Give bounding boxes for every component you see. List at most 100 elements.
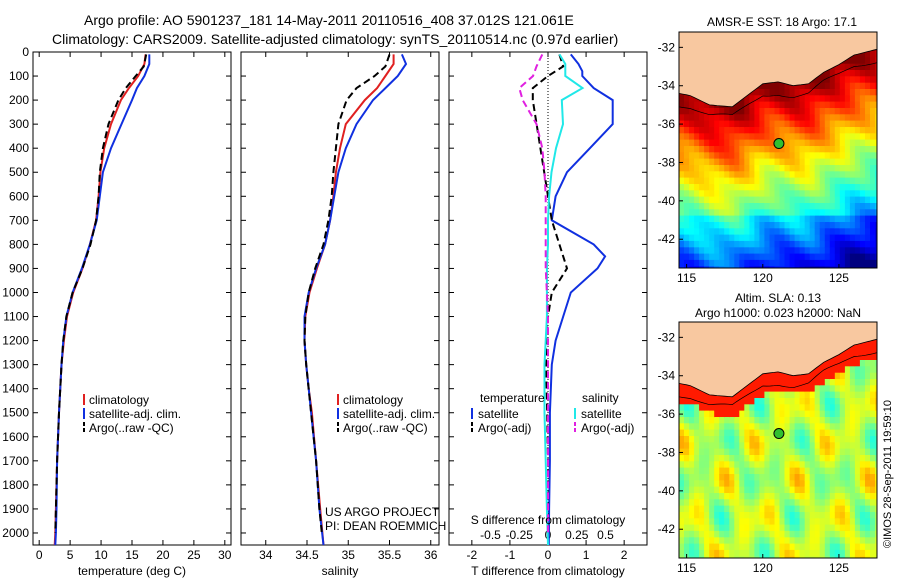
heatmap-cell	[774, 448, 781, 456]
heatmap-cell	[779, 228, 786, 236]
heatmap-cell	[819, 177, 826, 185]
heatmap-cell	[799, 222, 806, 229]
heatmap-cell	[714, 524, 720, 532]
heatmap-cell	[854, 347, 861, 355]
heatmap-cell	[824, 234, 831, 242]
heatmap-cell	[739, 499, 745, 507]
heatmap-cell	[814, 429, 821, 437]
heatmap-cell	[744, 146, 750, 153]
heatmap-cell	[769, 215, 776, 223]
heatmap-cell	[799, 486, 806, 494]
heatmap-cell	[709, 177, 715, 185]
heatmap-cell	[764, 429, 770, 437]
heatmap-cell	[824, 530, 831, 538]
heatmap-cell	[729, 486, 735, 494]
heatmap-cell	[824, 259, 831, 267]
heatmap-cell	[789, 524, 796, 532]
heatmap-cell	[689, 429, 695, 437]
heatmap-cell	[754, 266, 760, 268]
heatmap-cell	[704, 480, 710, 488]
heatmap-cell	[719, 253, 725, 261]
heatmap-cell	[779, 556, 786, 558]
heatmap-cell	[865, 410, 871, 418]
heatmap-cell	[824, 379, 831, 386]
heatmap-cell	[865, 108, 871, 115]
heatmap-cell	[724, 505, 730, 513]
heatmap-cell	[699, 410, 705, 418]
heatmap-cell	[865, 240, 871, 248]
heatmap-cell	[859, 556, 866, 558]
heatmap-cell	[865, 133, 871, 141]
heatmap-cell	[739, 203, 745, 210]
heatmap-cell	[684, 152, 690, 160]
heatmap-cell	[794, 108, 801, 115]
heatmap-cell	[794, 89, 801, 96]
heatmap-cell	[744, 114, 750, 122]
heatmap-cell	[784, 165, 791, 172]
heatmap-cell	[824, 240, 831, 248]
heatmap-cell	[759, 524, 765, 532]
heatmap-cell	[794, 461, 801, 469]
heatmap-cell	[870, 127, 876, 134]
heatmap-cell	[784, 385, 791, 393]
heatmap-cell	[734, 120, 740, 128]
heatmap-cell	[809, 114, 816, 122]
heatmap-cell	[769, 152, 776, 160]
heatmap-cell	[799, 398, 806, 405]
heatmap-cell	[819, 530, 826, 538]
heatmap-cell	[859, 537, 866, 545]
heatmap-cell	[839, 247, 846, 255]
heatmap-cell	[689, 505, 695, 513]
heatmap-cell	[684, 518, 690, 526]
heatmap-cell	[834, 76, 841, 84]
heatmap-cell	[809, 120, 816, 128]
heatmap-cell	[849, 177, 856, 185]
heatmap-cell	[829, 114, 836, 122]
heatmap-cell	[854, 253, 861, 261]
heatmap-cell	[739, 165, 745, 172]
heatmap-cell	[809, 436, 816, 443]
heatmap-cell	[719, 190, 725, 198]
heatmap-cell	[794, 171, 801, 179]
heatmap-cell	[734, 518, 740, 526]
heatmap-cell	[834, 505, 841, 513]
heatmap-cell	[789, 190, 796, 198]
heatmap-cell	[859, 171, 866, 179]
heatmap-cell	[714, 404, 720, 412]
heatmap-cell	[709, 480, 715, 488]
heatmap-cell	[704, 537, 710, 545]
heatmap-cell	[729, 543, 735, 551]
heatmap-cell	[809, 499, 816, 507]
legend-label: Argo(-adj)	[478, 421, 531, 435]
heatmap-cell	[814, 82, 821, 90]
heatmap-cell	[759, 234, 765, 242]
heatmap-cell	[744, 543, 750, 551]
heatmap-cell	[769, 499, 776, 507]
heatmap-cell	[844, 379, 851, 386]
heatmap-cell	[799, 82, 806, 90]
heatmap-cell	[734, 480, 740, 488]
heatmap-cell	[689, 203, 695, 210]
heatmap-cell	[865, 442, 871, 450]
heatmap-cell	[859, 203, 866, 210]
heatmap-cell	[749, 209, 755, 217]
heatmap-cell	[875, 82, 877, 90]
heatmap-cell	[865, 486, 871, 494]
heatmap-cell	[739, 247, 745, 255]
heatmap-cell	[709, 461, 715, 469]
sla-map-ticks: 115 120 125-32-34-36-38-40-42	[658, 330, 850, 575]
heatmap-cell	[734, 505, 740, 513]
heatmap-cell	[764, 518, 770, 526]
heatmap-cell	[799, 127, 806, 134]
heatmap-cell	[709, 165, 715, 172]
heatmap-cell	[854, 556, 861, 558]
heatmap-cell	[689, 549, 695, 557]
heatmap-cell	[849, 467, 856, 475]
heatmap-cell	[759, 461, 765, 469]
heatmap-cell	[749, 165, 755, 172]
heatmap-cell	[754, 404, 760, 412]
heatmap-cell	[834, 417, 841, 424]
heatmap-cell	[779, 474, 786, 481]
heatmap-cell	[764, 448, 770, 456]
heatmap-cell	[724, 518, 730, 526]
